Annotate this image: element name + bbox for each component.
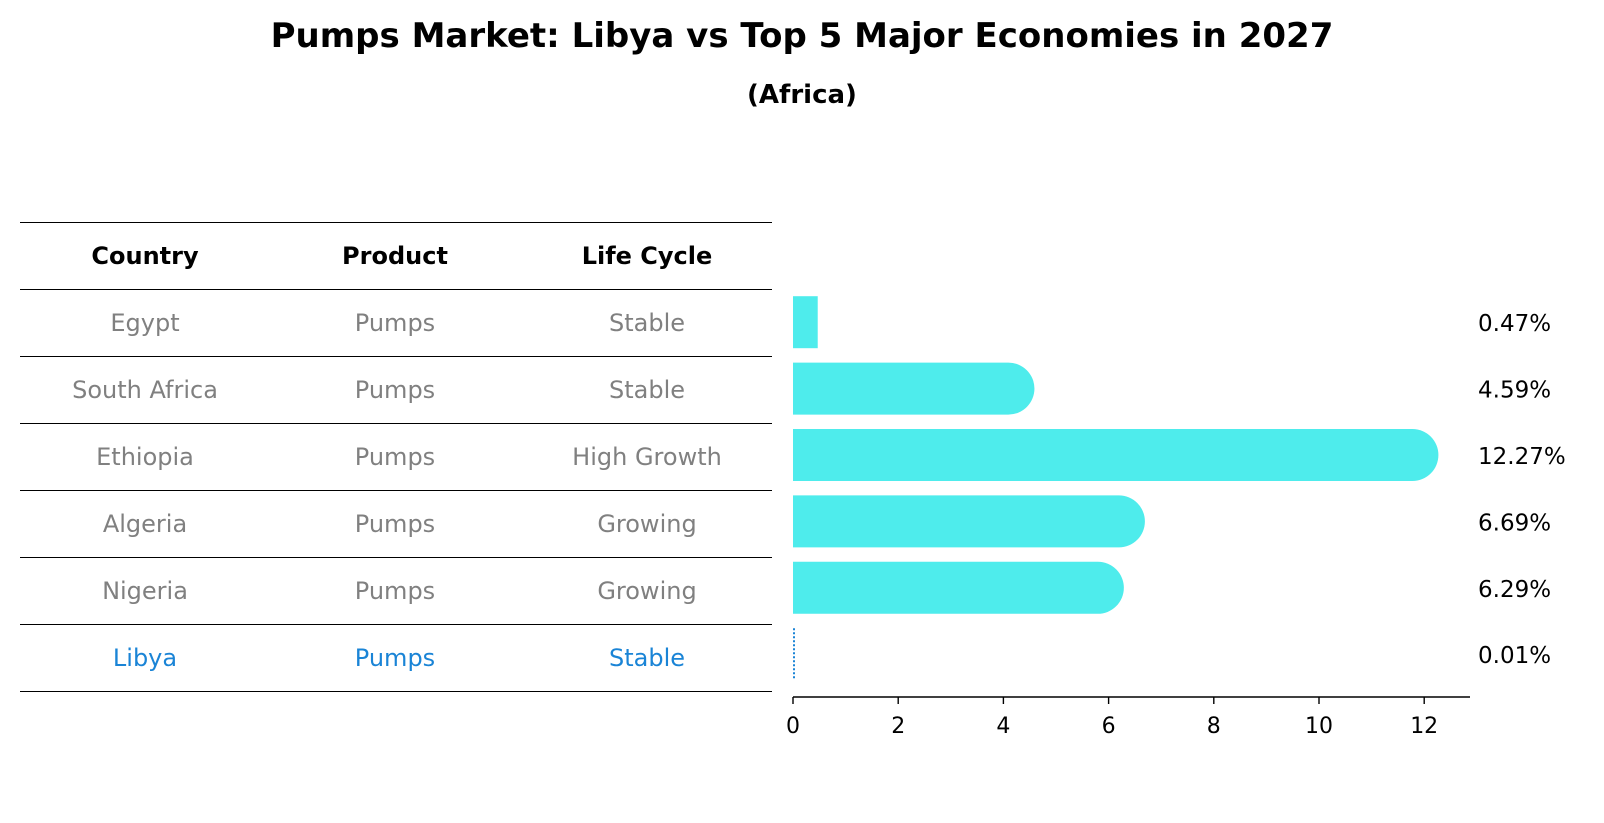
cell-product: Pumps [354, 309, 436, 337]
data-label: 0.01% [1478, 643, 1551, 669]
data-label: 0.47% [1478, 311, 1551, 337]
cell-product: Pumps [354, 577, 436, 605]
bar [793, 429, 1439, 481]
header-life-cycle: Life Cycle [581, 242, 713, 270]
cell-life-cycle: Stable [608, 644, 686, 672]
cell-life-cycle: Growing [597, 577, 697, 605]
cell-country: Algeria [102, 510, 188, 538]
bar [793, 561, 1124, 614]
x-tick-label: 4 [996, 714, 1010, 739]
chart-title: Pumps Market: Libya vs Top 5 Major Econo… [270, 16, 1334, 56]
cell-country: Egypt [110, 309, 180, 337]
table-row: Algeria Pumps Growing [20, 490, 772, 557]
table-row: Nigeria Pumps Growing [20, 557, 772, 624]
x-tick-label: 2 [891, 714, 905, 739]
table-row-highlight: Libya Pumps Stable [20, 624, 772, 692]
bar [793, 362, 1035, 415]
data-label: 6.29% [1478, 577, 1551, 603]
cell-product: Pumps [354, 443, 436, 471]
cell-country: Ethiopia [96, 443, 194, 471]
x-tick-label: 10 [1305, 714, 1333, 739]
data-label: 12.27% [1478, 444, 1566, 470]
header-product: Product [342, 242, 448, 270]
header-country: Country [91, 242, 199, 270]
x-tick-label: 8 [1207, 714, 1221, 739]
x-tick-label: 12 [1410, 714, 1438, 739]
cell-life-cycle: Stable [608, 376, 686, 404]
data-table: Country Product Life Cycle Egypt Pumps S… [20, 222, 772, 692]
cell-life-cycle: High Growth [572, 443, 722, 471]
data-label: 6.69% [1478, 510, 1551, 536]
cell-product: Pumps [354, 644, 436, 672]
bar [793, 296, 818, 349]
x-tick-label: 0 [786, 714, 800, 739]
cell-country: South Africa [72, 376, 218, 404]
cell-product: Pumps [354, 510, 436, 538]
table-row: South Africa Pumps Stable [20, 356, 772, 423]
cell-life-cycle: Growing [597, 510, 697, 538]
cell-product: Pumps [354, 376, 436, 404]
x-tick-label: 6 [1102, 714, 1116, 739]
table-row: Ethiopia Pumps High Growth [20, 423, 772, 490]
data-label: 4.59% [1478, 378, 1551, 404]
cell-country: Nigeria [102, 577, 188, 605]
cell-country: Libya [112, 644, 178, 672]
chart-subtitle: (Africa) [747, 80, 857, 110]
cell-life-cycle: Stable [608, 309, 686, 337]
table-header-row: Country Product Life Cycle [20, 222, 772, 289]
bar [793, 495, 1145, 548]
table-row: Egypt Pumps Stable [20, 289, 772, 356]
